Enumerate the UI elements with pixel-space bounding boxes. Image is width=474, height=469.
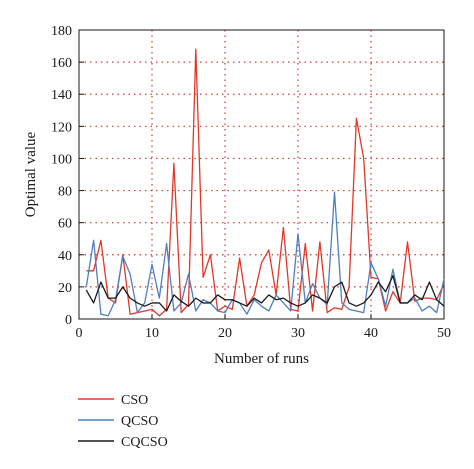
plot-frame [78, 29, 445, 320]
y-tick-label: 80 [58, 185, 72, 200]
y-tick-label: 0 [65, 313, 72, 328]
tick-layer: 0 10 20 30 40 50 0 20 40 60 80 100 120 140 160 180 [51, 24, 451, 341]
y-tick-label: 140 [51, 88, 72, 103]
y-tick-label: 40 [58, 249, 72, 264]
grid-layer [79, 30, 444, 319]
series-layer [85, 48, 445, 317]
y-tick-label: 60 [58, 217, 72, 232]
legend-label-cso: CSO [121, 393, 148, 408]
y-tick-label: 100 [51, 152, 72, 167]
legend-label-qcso: QCSO [121, 414, 158, 429]
x-tick-label: 40 [364, 326, 378, 341]
x-tick-label: 30 [291, 326, 305, 341]
y-tick-label: 160 [51, 56, 72, 71]
y-axis-label: Optimal value [23, 131, 39, 217]
legend-label-cqcso: CQCSO [121, 435, 168, 450]
x-tick-label: 50 [437, 326, 451, 341]
series-line-qcso [85, 191, 445, 317]
x-tick-label: 10 [145, 326, 159, 341]
series-line-cqcso [85, 274, 445, 312]
legend: CSO QCSO CQCSO [78, 393, 168, 450]
series-line-cso [86, 48, 445, 317]
x-tick-label: 20 [218, 326, 232, 341]
x-tick-label: 0 [76, 326, 83, 341]
y-tick-label: 120 [51, 120, 72, 135]
y-tick-label: 20 [58, 281, 72, 296]
x-axis-label: Number of runs [214, 351, 309, 367]
y-tick-label: 180 [51, 24, 72, 39]
